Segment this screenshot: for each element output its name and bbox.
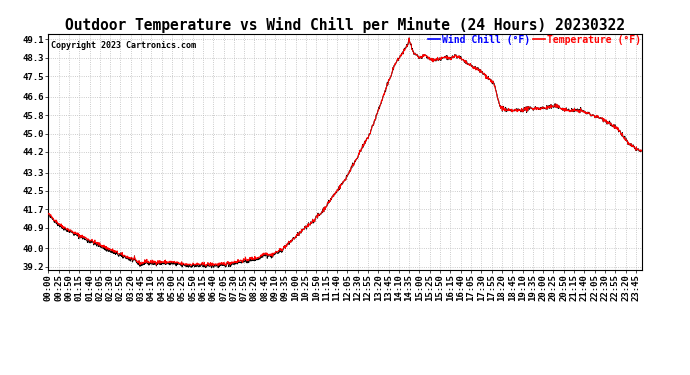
Text: Copyright 2023 Cartronics.com: Copyright 2023 Cartronics.com <box>51 41 196 50</box>
Title: Outdoor Temperature vs Wind Chill per Minute (24 Hours) 20230322: Outdoor Temperature vs Wind Chill per Mi… <box>65 16 625 33</box>
Legend: Wind Chill (°F), Temperature (°F): Wind Chill (°F), Temperature (°F) <box>428 35 641 45</box>
